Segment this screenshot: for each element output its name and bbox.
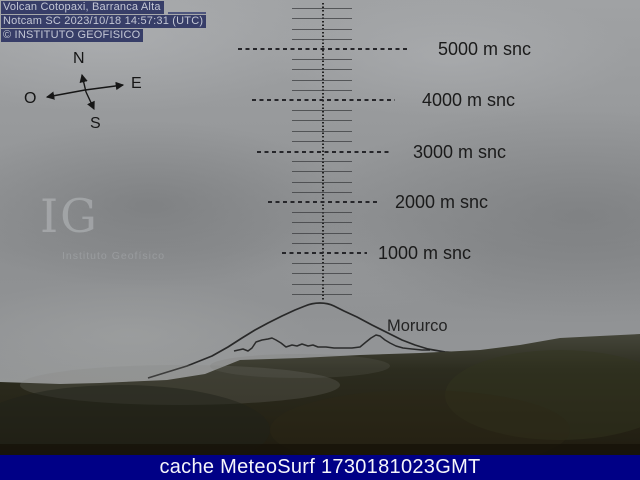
scale-minor-tick <box>292 222 352 224</box>
scale-line-1000 <box>282 252 367 254</box>
scale-minor-tick <box>292 212 352 214</box>
compass-north-label: N <box>73 50 85 67</box>
scale-minor-tick <box>292 130 352 132</box>
scale-minor-tick <box>292 191 352 193</box>
scale-minor-tick <box>292 18 352 20</box>
scale-minor-tick <box>292 8 352 10</box>
camera-copyright: © INSTITUTO GEOFISICO <box>1 29 144 42</box>
terrain-patch-green <box>445 350 640 440</box>
scale-line-3000 <box>257 151 390 153</box>
volcano-outline <box>147 302 482 379</box>
camera-timestamp: Notcam SC 2023/10/18 14:57:31 (UTC) <box>1 15 207 28</box>
ridge-outline <box>233 334 430 352</box>
scale-line-4000 <box>252 99 395 101</box>
scale-minor-tick <box>292 263 352 265</box>
scale-minor-tick <box>292 242 352 244</box>
scale-minor-tick <box>292 161 352 163</box>
scale-minor-tick <box>292 110 352 112</box>
terrain-haze-center <box>210 354 390 378</box>
scale-label-2000: 2000 m snc <box>395 192 489 212</box>
info-overlay: Volcan Cotopaxi, Barranca Alta Notcam SC… <box>1 1 207 43</box>
ig-watermark-subtitle: Instituto Geofísico <box>62 250 166 262</box>
scale-label-5000: 5000 m snc <box>438 39 532 59</box>
camera-title: Volcan Cotopaxi, Barranca Alta <box>1 1 164 14</box>
scale-line-5000 <box>238 48 410 50</box>
terrain-bottom-strip <box>0 444 640 456</box>
scale-minor-tick <box>292 140 352 142</box>
compass-east-label: E <box>131 75 142 92</box>
scale-label-4000: 4000 m snc <box>422 90 516 110</box>
scale-minor-tick <box>292 28 352 30</box>
scale-minor-tick <box>292 181 352 183</box>
scale-minor-tick <box>292 120 352 122</box>
scale-label-1000: 1000 m snc <box>378 243 472 263</box>
ig-watermark: IG <box>40 189 99 243</box>
scale-minor-tick <box>292 79 352 81</box>
morurco-peak-label: Morurco <box>387 317 448 335</box>
scale-minor-tick <box>292 293 352 295</box>
scale-minor-tick <box>292 273 352 275</box>
scale-minor-tick <box>292 89 352 91</box>
scale-minor-tick <box>292 69 352 71</box>
scale-minor-tick <box>292 171 352 173</box>
scale-minor-tick <box>292 59 352 61</box>
compass-west-label: O <box>24 90 37 107</box>
compass-arrows <box>45 73 125 111</box>
compass-south-label: S <box>90 115 101 132</box>
overlay-underline <box>168 12 206 14</box>
scale-label-3000: 3000 m snc <box>413 142 507 162</box>
scale-line-2000 <box>268 201 377 203</box>
scale-minor-tick <box>292 283 352 285</box>
cache-status-bar: cache MeteoSurf 1730181023GMT <box>0 455 640 480</box>
scale-minor-tick <box>292 232 352 234</box>
scale-minor-tick <box>292 38 352 40</box>
